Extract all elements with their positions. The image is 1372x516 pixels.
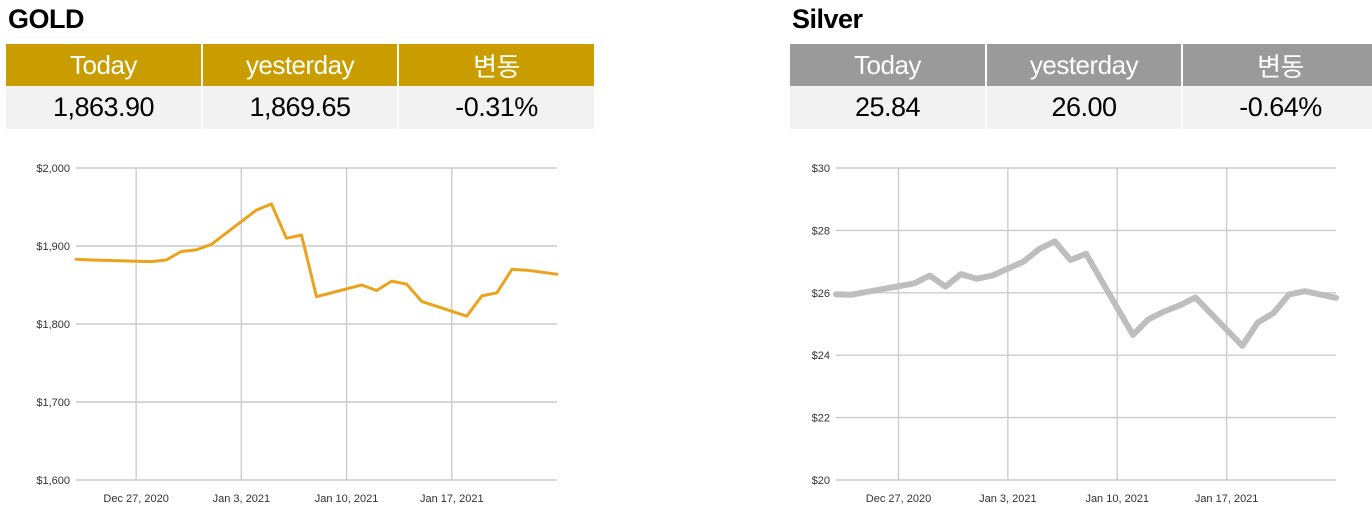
gold-value-today: 1,863.90 [6, 86, 202, 129]
silver-title: Silver [792, 4, 863, 34]
gold-y-tick-label: $1,800 [36, 319, 70, 331]
silver-y-tick-label: $24 [812, 350, 830, 362]
gold-y-tick-label: $1,900 [36, 241, 70, 253]
gold-header-change: 변동 [397, 44, 594, 86]
gold-value-change: -0.31% [397, 86, 594, 129]
silver-x-tick-label: Dec 27, 2020 [866, 493, 931, 505]
gold-series-line [74, 202, 559, 318]
silver-value-row: 25.84 26.00 -0.64% [790, 86, 1372, 129]
gold-y-tick-label: $1,600 [36, 475, 70, 487]
gold-y-tick-label: $2,000 [36, 163, 70, 175]
silver-chart: $30 $28 $26 $24 $22 $20 Dec 27, 2020 Jan 3, 202… [812, 163, 1339, 505]
silver-panel: Silver Today yesterday 변동 25.84 26.00 -0… [790, 0, 1372, 516]
silver-x-tick-label: Jan 10, 2021 [1085, 493, 1149, 505]
gold-value-row: 1,863.90 1,869.65 -0.31% [6, 86, 594, 129]
silver-header-today: Today [790, 44, 986, 86]
silver-series-line [833, 238, 1339, 349]
silver-y-tick-label: $30 [812, 163, 830, 175]
gold-x-tick-label: Jan 10, 2021 [315, 493, 379, 505]
gold-header-yesterday: yesterday [201, 44, 398, 86]
gold-title: GOLD [8, 4, 85, 34]
silver-price-table: Today yesterday 변동 25.84 26.00 -0.64% [790, 44, 1372, 129]
silver-y-tick-label: $26 [812, 288, 830, 300]
gold-header-row: Today yesterday 변동 [6, 44, 594, 86]
gold-value-yesterday: 1,869.65 [201, 86, 398, 129]
silver-y-tick-label: $22 [812, 413, 830, 425]
silver-value-change: -0.64% [1181, 86, 1372, 129]
gold-x-tick-label: Jan 17, 2021 [420, 493, 484, 505]
silver-y-tick-label: $20 [812, 475, 830, 487]
gold-header-today: Today [6, 44, 202, 86]
gold-y-tick-label: $1,700 [36, 397, 70, 409]
silver-value-today: 25.84 [790, 86, 986, 129]
gold-price-table: Today yesterday 변동 1,863.90 1,869.65 -0.… [6, 44, 594, 129]
silver-x-tick-label: Jan 17, 2021 [1195, 493, 1259, 505]
gold-x-tick-label: Dec 27, 2020 [103, 493, 168, 505]
gold-x-tick-label: Jan 3, 2021 [213, 493, 271, 505]
silver-value-yesterday: 26.00 [985, 86, 1182, 129]
silver-x-tick-label: Jan 3, 2021 [979, 493, 1037, 505]
silver-header-yesterday: yesterday [985, 44, 1182, 86]
silver-y-tick-label: $28 [812, 225, 830, 237]
silver-header-change: 변동 [1181, 44, 1372, 86]
silver-header-row: Today yesterday 변동 [790, 44, 1372, 86]
gold-chart: $2,000 $1,900 $1,800 $1,700 $1,600 Dec 27, 20… [36, 163, 559, 505]
gold-panel: GOLD Today yesterday 변동 1,863.90 1,869.6… [6, 0, 594, 516]
